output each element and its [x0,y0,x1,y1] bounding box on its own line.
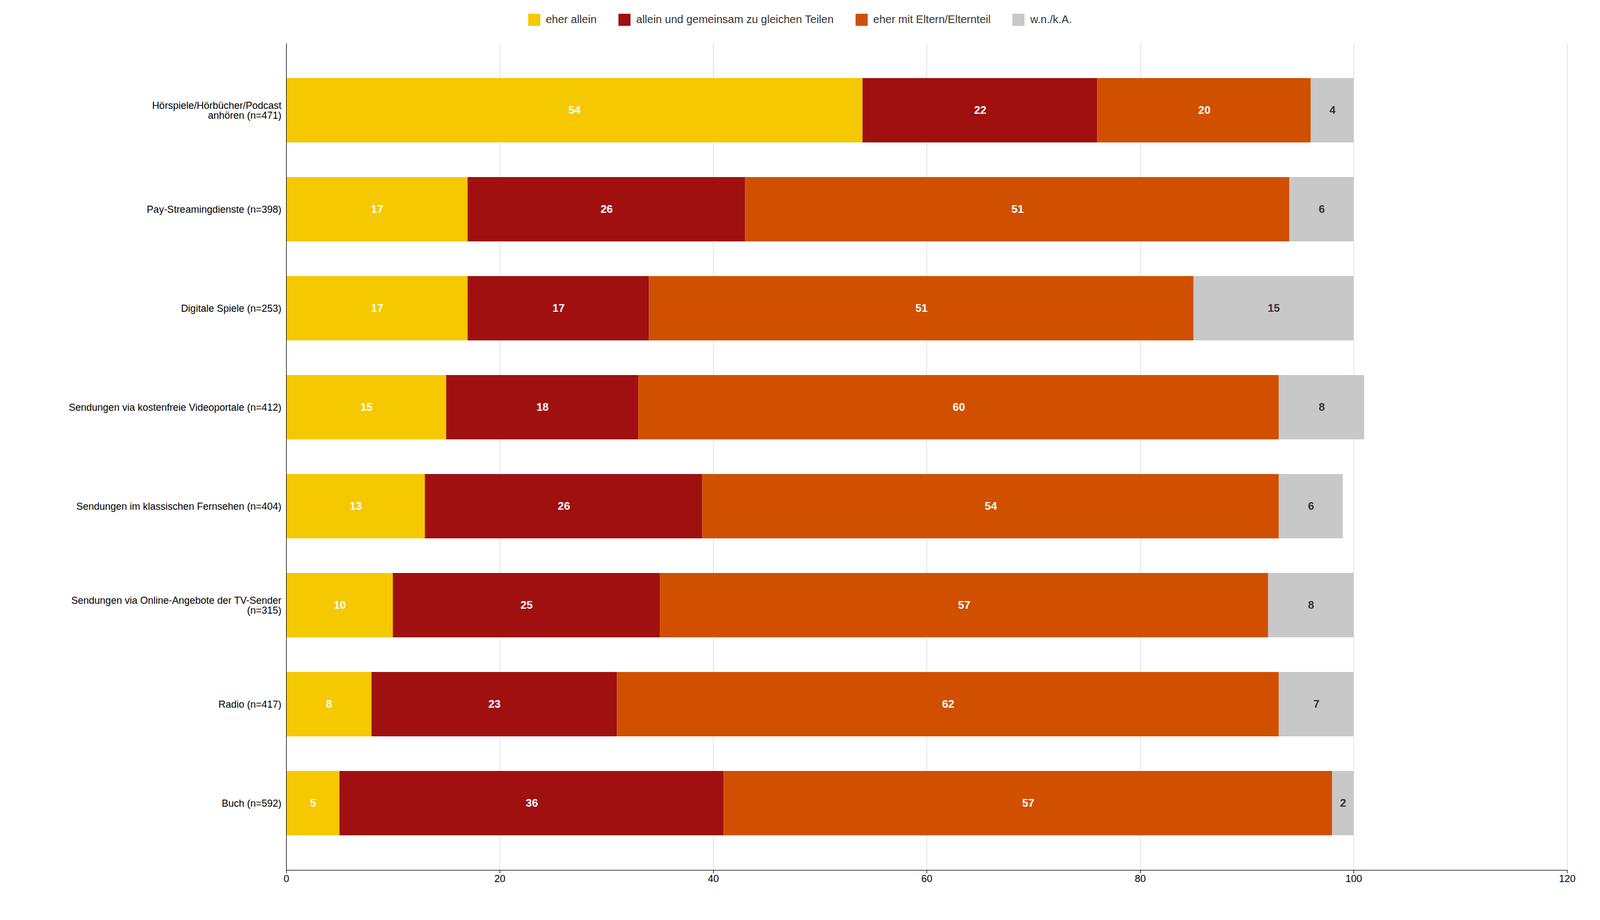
svg-text:25: 25 [520,599,533,612]
svg-text:Sendungen im klassischen Ferns: Sendungen im klassischen Fernsehen (n=40… [76,501,282,513]
svg-text:8: 8 [1307,599,1314,612]
svg-text:26: 26 [557,500,571,513]
svg-text:Radio (n=417): Radio (n=417) [218,699,282,711]
svg-text:23: 23 [488,698,501,711]
svg-text:17: 17 [370,302,383,315]
svg-text:18: 18 [536,401,549,414]
html-text:eher allein: eher allein [545,13,597,26]
svg-text:60: 60 [921,873,933,885]
html-text:w.n./k.A.: w.n./k.A. [1030,13,1072,26]
svg-text:5: 5 [309,797,316,810]
svg-text:8: 8 [326,698,333,711]
svg-text:51: 51 [915,302,928,315]
svg-text:60: 60 [952,401,966,414]
svg-text:40: 40 [707,873,719,885]
svg-text:15: 15 [360,401,373,414]
svg-text:26: 26 [600,203,613,216]
svg-text:13: 13 [349,500,362,513]
svg-text:54: 54 [984,500,998,513]
svg-text:51: 51 [1011,203,1024,216]
svg-text:100: 100 [1345,873,1362,885]
svg-text:120: 120 [1558,873,1576,885]
svg-text:62: 62 [941,698,955,711]
svg-text:8: 8 [1318,401,1325,414]
svg-text:36: 36 [525,797,539,810]
html-text:eher mit Eltern/Elternteil: eher mit Eltern/Elternteil [873,13,991,26]
svg-text:7: 7 [1313,698,1320,711]
svg-text:Digitale Spiele (n=253): Digitale Spiele (n=253) [181,303,282,315]
svg-text:Sendungen via Online-Angebote: Sendungen via Online-Angebote der TV-Sen… [71,595,282,617]
svg-text:4: 4 [1329,103,1336,117]
svg-text:2: 2 [1340,797,1347,810]
svg-text:22: 22 [973,103,986,117]
svg-text:Sendungen via kostenfreie Vide: Sendungen via kostenfreie Videoportale (… [68,402,282,414]
svg-text:57: 57 [957,599,971,612]
svg-text:15: 15 [1267,302,1280,315]
svg-text:6: 6 [1307,500,1314,513]
svg-text:10: 10 [333,599,346,612]
svg-text:20: 20 [494,873,506,885]
svg-text:54: 54 [568,103,582,117]
svg-text:Hörspiele/Hörbücher/Podcastanh: Hörspiele/Hörbücher/Podcastanhören (n=47… [151,100,282,122]
svg-text:17: 17 [552,302,565,315]
svg-text:17: 17 [370,203,383,216]
svg-text:20: 20 [1198,103,1211,117]
svg-text:Pay-Streamingdienste (n=398): Pay-Streamingdienste (n=398) [146,204,282,216]
svg-text:57: 57 [1022,797,1035,810]
svg-text:0: 0 [283,873,289,885]
html-text:allein und gemeinsam zu gleich: allein und gemeinsam zu gleichen Teilen [636,13,834,26]
svg-text:80: 80 [1134,873,1146,885]
svg-text:6: 6 [1318,203,1325,216]
svg-text:Buch (n=592): Buch (n=592) [221,798,282,810]
